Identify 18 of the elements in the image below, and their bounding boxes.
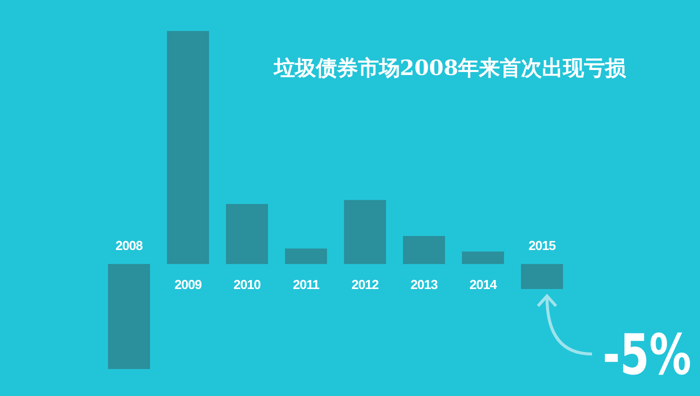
- data-label: -5%: [602, 322, 692, 388]
- bar: [167, 31, 209, 264]
- bar: [344, 200, 386, 264]
- x-tick-label: 2012: [352, 277, 379, 292]
- x-tick-label: 2013: [410, 277, 438, 292]
- bar: [285, 248, 327, 264]
- text: 垃圾债券市场2008年来首次出现亏损: [272, 55, 628, 80]
- bar: [226, 204, 268, 264]
- x-tick-label: 2009: [174, 277, 202, 292]
- x-tick-label: 2014: [470, 277, 498, 292]
- x-tick-label: 2015: [528, 238, 556, 253]
- x-tick-label: 2010: [234, 277, 261, 292]
- bar: [462, 252, 504, 264]
- bar: [521, 264, 563, 289]
- bar: [403, 236, 445, 264]
- x-tick-label: 2008: [116, 238, 143, 253]
- bar: [108, 264, 150, 369]
- x-tick-label: 2011: [292, 277, 320, 292]
